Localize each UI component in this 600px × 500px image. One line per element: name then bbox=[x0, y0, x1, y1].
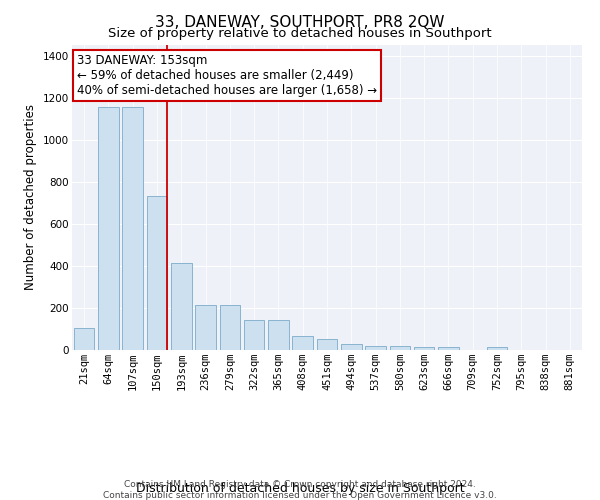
Bar bbox=[98, 107, 119, 350]
Bar bbox=[220, 305, 240, 350]
Bar bbox=[487, 348, 508, 350]
Text: Size of property relative to detached houses in Southport: Size of property relative to detached ho… bbox=[108, 28, 492, 40]
Bar bbox=[195, 305, 216, 350]
Bar bbox=[365, 346, 386, 350]
Y-axis label: Number of detached properties: Number of detached properties bbox=[25, 104, 37, 290]
Bar bbox=[438, 347, 459, 350]
Bar bbox=[317, 340, 337, 350]
Bar bbox=[171, 262, 191, 350]
Bar bbox=[341, 344, 362, 350]
Bar bbox=[74, 328, 94, 350]
Text: 33 DANEWAY: 153sqm
← 59% of detached houses are smaller (2,449)
40% of semi-deta: 33 DANEWAY: 153sqm ← 59% of detached hou… bbox=[77, 54, 377, 97]
Bar bbox=[292, 336, 313, 350]
Text: Contains HM Land Registry data © Crown copyright and database right 2024.
Contai: Contains HM Land Registry data © Crown c… bbox=[103, 480, 497, 500]
Bar bbox=[122, 107, 143, 350]
Bar bbox=[244, 320, 265, 350]
Bar bbox=[268, 320, 289, 350]
Bar bbox=[414, 347, 434, 350]
Bar bbox=[146, 196, 167, 350]
Text: Distribution of detached houses by size in Southport: Distribution of detached houses by size … bbox=[136, 482, 464, 495]
Bar bbox=[389, 346, 410, 350]
Text: 33, DANEWAY, SOUTHPORT, PR8 2QW: 33, DANEWAY, SOUTHPORT, PR8 2QW bbox=[155, 15, 445, 30]
